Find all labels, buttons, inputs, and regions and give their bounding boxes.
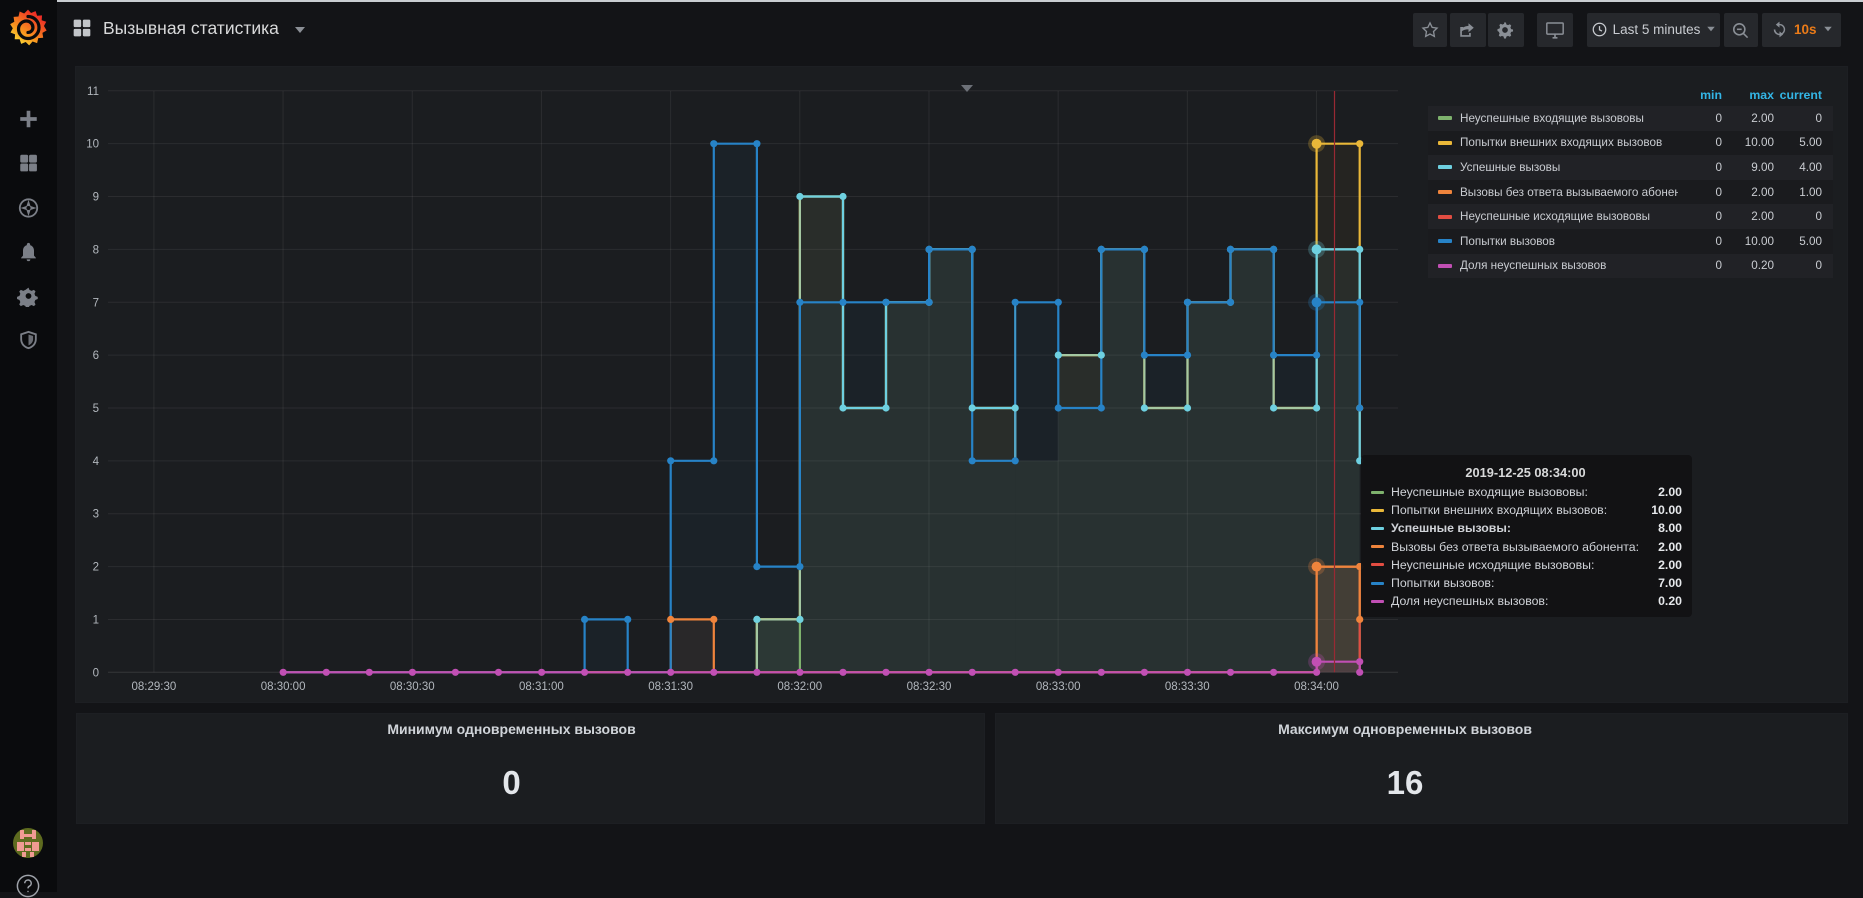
svg-text:08:34:00: 08:34:00	[1294, 681, 1339, 693]
svg-text:08:32:30: 08:32:30	[907, 681, 952, 693]
svg-text:2: 2	[93, 562, 99, 574]
svg-text:5: 5	[93, 403, 99, 415]
svg-text:8: 8	[93, 244, 99, 256]
svg-text:1: 1	[93, 614, 99, 626]
svg-text:08:33:00: 08:33:00	[1036, 681, 1081, 693]
svg-text:10: 10	[86, 139, 99, 151]
svg-text:08:32:00: 08:32:00	[777, 681, 822, 693]
svg-text:08:31:30: 08:31:30	[648, 681, 693, 693]
svg-text:08:30:30: 08:30:30	[390, 681, 435, 693]
svg-text:4: 4	[93, 456, 100, 468]
svg-text:9: 9	[93, 192, 99, 204]
svg-text:7: 7	[93, 297, 99, 309]
svg-text:08:31:00: 08:31:00	[519, 681, 564, 693]
svg-text:08:30:00: 08:30:00	[261, 681, 306, 693]
svg-text:11: 11	[87, 86, 99, 98]
svg-text:08:33:30: 08:33:30	[1165, 681, 1210, 693]
svg-text:08:29:30: 08:29:30	[132, 681, 177, 693]
svg-text:0: 0	[93, 667, 99, 679]
svg-text:6: 6	[93, 350, 99, 362]
svg-text:3: 3	[93, 509, 99, 521]
